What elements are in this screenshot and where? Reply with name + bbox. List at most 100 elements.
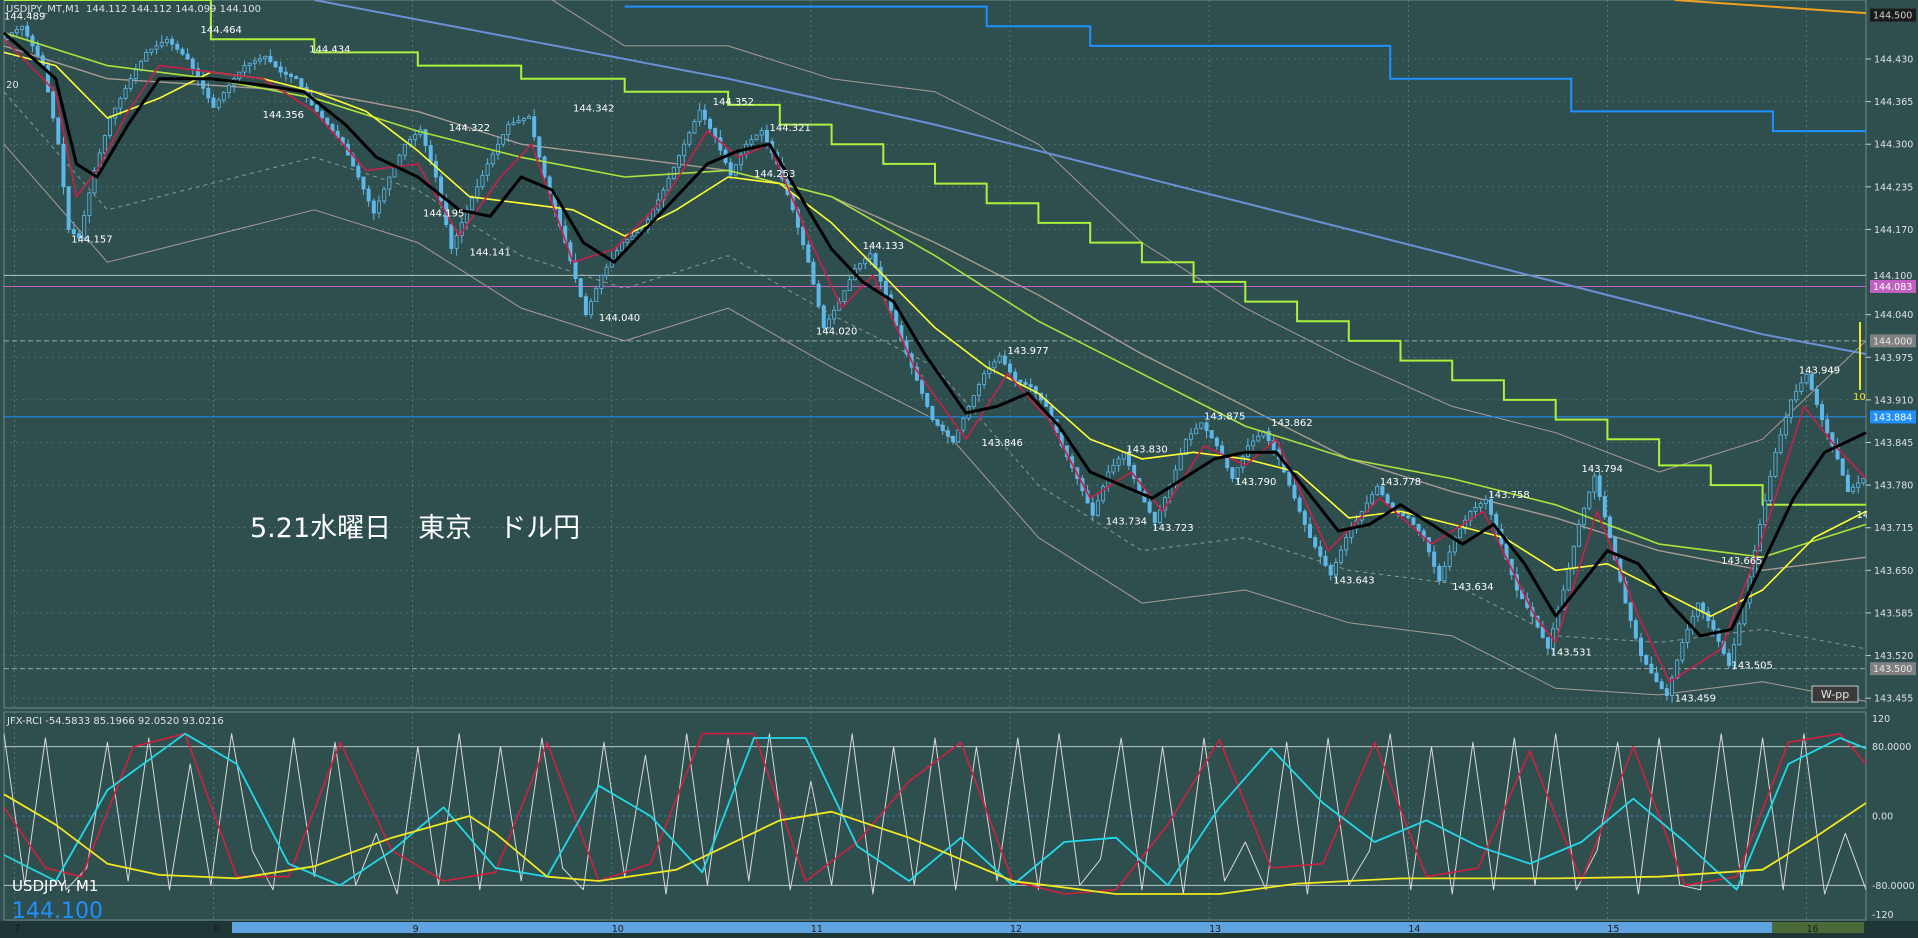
candle-body [1178, 454, 1183, 471]
price-tick-label: 144.170 [1874, 225, 1913, 236]
candle-body [1240, 456, 1245, 469]
candle-body [289, 73, 294, 77]
band-inner-dashed [3, 91, 1867, 650]
candle-body [82, 215, 87, 239]
candle-body [397, 154, 402, 167]
candle-body [1028, 384, 1033, 388]
price-tag [1870, 8, 1916, 22]
price-tag-label: 144.500 [1873, 11, 1912, 22]
candle-body [702, 109, 707, 120]
swing-price-label: 143 [1856, 510, 1875, 521]
price-tick-label: 144.300 [1874, 140, 1913, 151]
candle-body [211, 97, 216, 108]
time-range-highlight[interactable] [232, 922, 1772, 933]
price-tag-label: 143.884 [1873, 412, 1912, 423]
candle-body [1768, 475, 1773, 501]
indicator-title: JFX-RCI -54.5833 85.1966 92.0520 93.0216 [6, 716, 224, 727]
time-axis[interactable]: 7 8 9 10 11 12 13 14 15 16 [0, 921, 1918, 938]
candle-body [71, 229, 76, 235]
main-grid [4, 0, 1866, 708]
candle-body [470, 197, 475, 211]
time-label: 14 [1408, 924, 1420, 935]
candle-body [1789, 399, 1794, 418]
candle-body [1561, 589, 1566, 610]
time-label: 9 [413, 924, 419, 935]
price-tag [1870, 268, 1916, 282]
candle-body [139, 60, 144, 71]
candle-body [252, 60, 257, 64]
time-label: 16 [1807, 924, 1819, 935]
band-lower [3, 143, 1867, 702]
candle-body [1090, 502, 1095, 516]
candle-body [1639, 637, 1644, 656]
time-label: 12 [1010, 924, 1022, 935]
candle-body [490, 153, 495, 165]
candle-body [682, 143, 687, 157]
candle-body [1013, 371, 1018, 381]
price-tick-label: 144.235 [1874, 182, 1913, 193]
candle-body [506, 124, 511, 135]
candle-body [1597, 475, 1602, 497]
wpp-badge-label: W-pp [1821, 688, 1849, 701]
candle-body [361, 176, 366, 190]
candle-body [1757, 524, 1762, 552]
candle-body [604, 266, 609, 276]
candle-body [1157, 509, 1162, 523]
candle-body [625, 238, 630, 243]
swing-price-label: 143.875 [1204, 412, 1245, 423]
candle-body [40, 55, 45, 66]
swing-price-label: 144.020 [816, 326, 857, 337]
candle-body [1023, 382, 1028, 385]
candle-body [997, 355, 1002, 363]
swing-price-label: 143.830 [1126, 444, 1167, 455]
candle-body [868, 253, 873, 260]
candle-body [371, 200, 376, 214]
price-axis[interactable]: 144.430 144.365 144.300 144.235 144.170 144.0… [1866, 0, 1918, 921]
price-tick-label: 143.650 [1874, 566, 1913, 577]
rci-indicator-panel[interactable]: JFX-RCI -54.5833 85.1966 92.0520 93.0216… [3, 711, 1915, 924]
candle-body [1489, 499, 1494, 515]
candle-body [387, 176, 392, 190]
candle-body [1856, 482, 1861, 488]
candle-body [325, 117, 330, 125]
candle-body [144, 52, 149, 62]
candle-body [1732, 644, 1737, 666]
left-edge-label: 20 [6, 80, 19, 91]
candle-body [1095, 500, 1100, 516]
swing-price-label: 143.459 [1675, 693, 1716, 704]
candle-body [1545, 637, 1550, 649]
candle-body [149, 48, 154, 53]
candle-body [1701, 602, 1706, 613]
candle-body [92, 170, 97, 194]
candle-body [526, 116, 531, 120]
candle-body [1644, 655, 1649, 665]
candle-body [671, 166, 676, 180]
candle-body [25, 25, 30, 37]
main-price-panel[interactable]: 144.489 144.464 144.434 144.356 144.322 144.3… [3, 0, 1876, 709]
swing-price-label: 143.977 [1007, 346, 1048, 357]
candle-body [190, 58, 195, 70]
candle-body [1447, 551, 1452, 567]
candle-body [583, 296, 588, 316]
candle-body [1297, 497, 1302, 512]
candle-body [1851, 486, 1856, 493]
candle-body [1033, 386, 1038, 394]
kijun-blue-line [624, 5, 1866, 133]
candle-body [1126, 451, 1131, 466]
candle-body [1111, 465, 1116, 473]
candle-body [1799, 382, 1804, 392]
candle-body [940, 424, 945, 432]
candle-body [226, 84, 231, 94]
candle-body [1318, 546, 1323, 557]
candle-body [87, 192, 92, 216]
rci-red-line [3, 732, 1867, 895]
candle-body [1556, 609, 1561, 630]
candle-body [630, 235, 635, 240]
price-tick-label: 143.910 [1874, 395, 1913, 406]
candle-body [1607, 516, 1612, 538]
candle-body [1680, 642, 1685, 661]
candle-body [1664, 688, 1669, 696]
candle-body [935, 419, 940, 426]
candle-body [1478, 503, 1483, 508]
indicator-tick-label: 120 [1872, 714, 1890, 725]
